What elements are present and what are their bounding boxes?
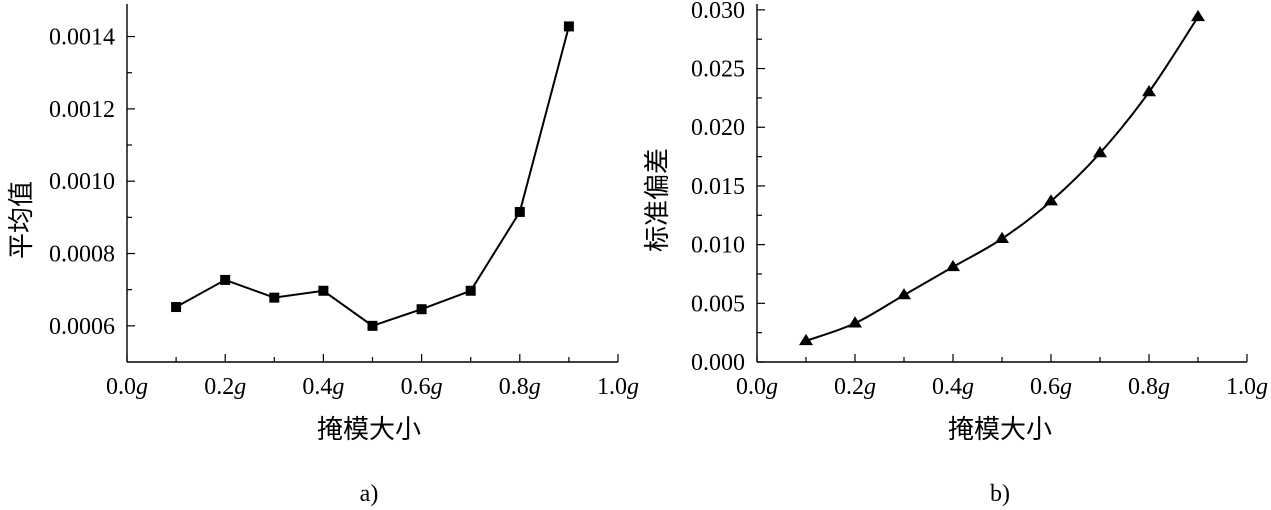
data-point bbox=[465, 285, 476, 296]
x-tick-label: 0.2g bbox=[204, 374, 246, 400]
axes-frame bbox=[756, 4, 1247, 363]
x-tick-label: 0.4g bbox=[932, 374, 974, 400]
y-tick-label: 0.0006 bbox=[49, 314, 115, 340]
data-point bbox=[171, 302, 182, 313]
data-point bbox=[799, 333, 813, 346]
series-group bbox=[171, 21, 574, 331]
data-point bbox=[220, 274, 231, 285]
y-tick-label: 0.000 bbox=[691, 350, 745, 376]
data-point bbox=[848, 316, 862, 328]
y-tick-label: 0.0010 bbox=[49, 169, 115, 195]
chart-panel-a: 0.0g 0.2g 0.4g 0.6g 0.8g 1.0g 0.0006 0.0008 0.00… bbox=[7, 4, 639, 507]
data-point bbox=[416, 304, 427, 315]
data-point bbox=[367, 320, 378, 331]
x-axis-title: 掩模大小 bbox=[317, 415, 421, 445]
y-tick-label: 0.010 bbox=[691, 233, 745, 259]
series-line bbox=[805, 16, 1199, 342]
chart-panel-b: 0.0g 0.2g 0.4g 0.6g 0.8g 1.0g 0.000 0.005 0.010 0… bbox=[643, 0, 1268, 507]
x-tick-label: 0.2g bbox=[834, 374, 876, 400]
data-point bbox=[946, 259, 960, 272]
series-group bbox=[799, 9, 1205, 346]
x-tick-label: 0.0g bbox=[736, 374, 778, 400]
y-tick-label: 0.0008 bbox=[49, 242, 115, 268]
x-tick-label: 0.8g bbox=[1128, 374, 1170, 400]
y-tick-label: 0.015 bbox=[691, 174, 745, 200]
data-point bbox=[1142, 85, 1156, 97]
data-point bbox=[1191, 9, 1205, 22]
y-tick-label: 0.030 bbox=[691, 0, 745, 24]
y-axis-title: 平均值 bbox=[7, 181, 37, 259]
data-point bbox=[514, 206, 525, 217]
y-tick-label: 0.005 bbox=[691, 291, 745, 317]
x-tick-label: 0.6g bbox=[1030, 374, 1072, 400]
data-point bbox=[563, 21, 574, 32]
x-tick-label: 1.0g bbox=[1226, 374, 1268, 400]
y-axis-title: 标准偏差 bbox=[643, 148, 673, 252]
tick-group: 0.0g 0.2g 0.4g 0.6g 0.8g 1.0g 0.0006 0.0008 0.00… bbox=[49, 25, 639, 400]
x-tick-label: 0.6g bbox=[401, 374, 443, 400]
panel-label: b) bbox=[990, 481, 1010, 507]
data-point bbox=[995, 231, 1009, 243]
x-tick-label: 0.0g bbox=[106, 374, 148, 400]
series-line bbox=[175, 26, 570, 327]
x-tick-label: 0.8g bbox=[499, 374, 541, 400]
x-axis-title: 掩模大小 bbox=[948, 415, 1052, 445]
x-tick-label: 0.4g bbox=[302, 374, 344, 400]
data-point bbox=[897, 288, 911, 300]
x-tick-label: 1.0g bbox=[597, 374, 639, 400]
tick-group: 0.0g 0.2g 0.4g 0.6g 0.8g 1.0g 0.000 0.005 0.010 0… bbox=[691, 0, 1268, 400]
y-tick-label: 0.0012 bbox=[49, 97, 115, 123]
data-point bbox=[318, 285, 329, 296]
axes-frame bbox=[126, 4, 618, 363]
y-tick-label: 0.0014 bbox=[49, 25, 115, 51]
data-point bbox=[1044, 194, 1058, 206]
data-point bbox=[1093, 146, 1107, 158]
panel-label: a) bbox=[360, 481, 379, 507]
y-tick-label: 0.020 bbox=[691, 115, 745, 141]
data-point bbox=[269, 292, 280, 303]
y-tick-label: 0.025 bbox=[691, 57, 745, 83]
